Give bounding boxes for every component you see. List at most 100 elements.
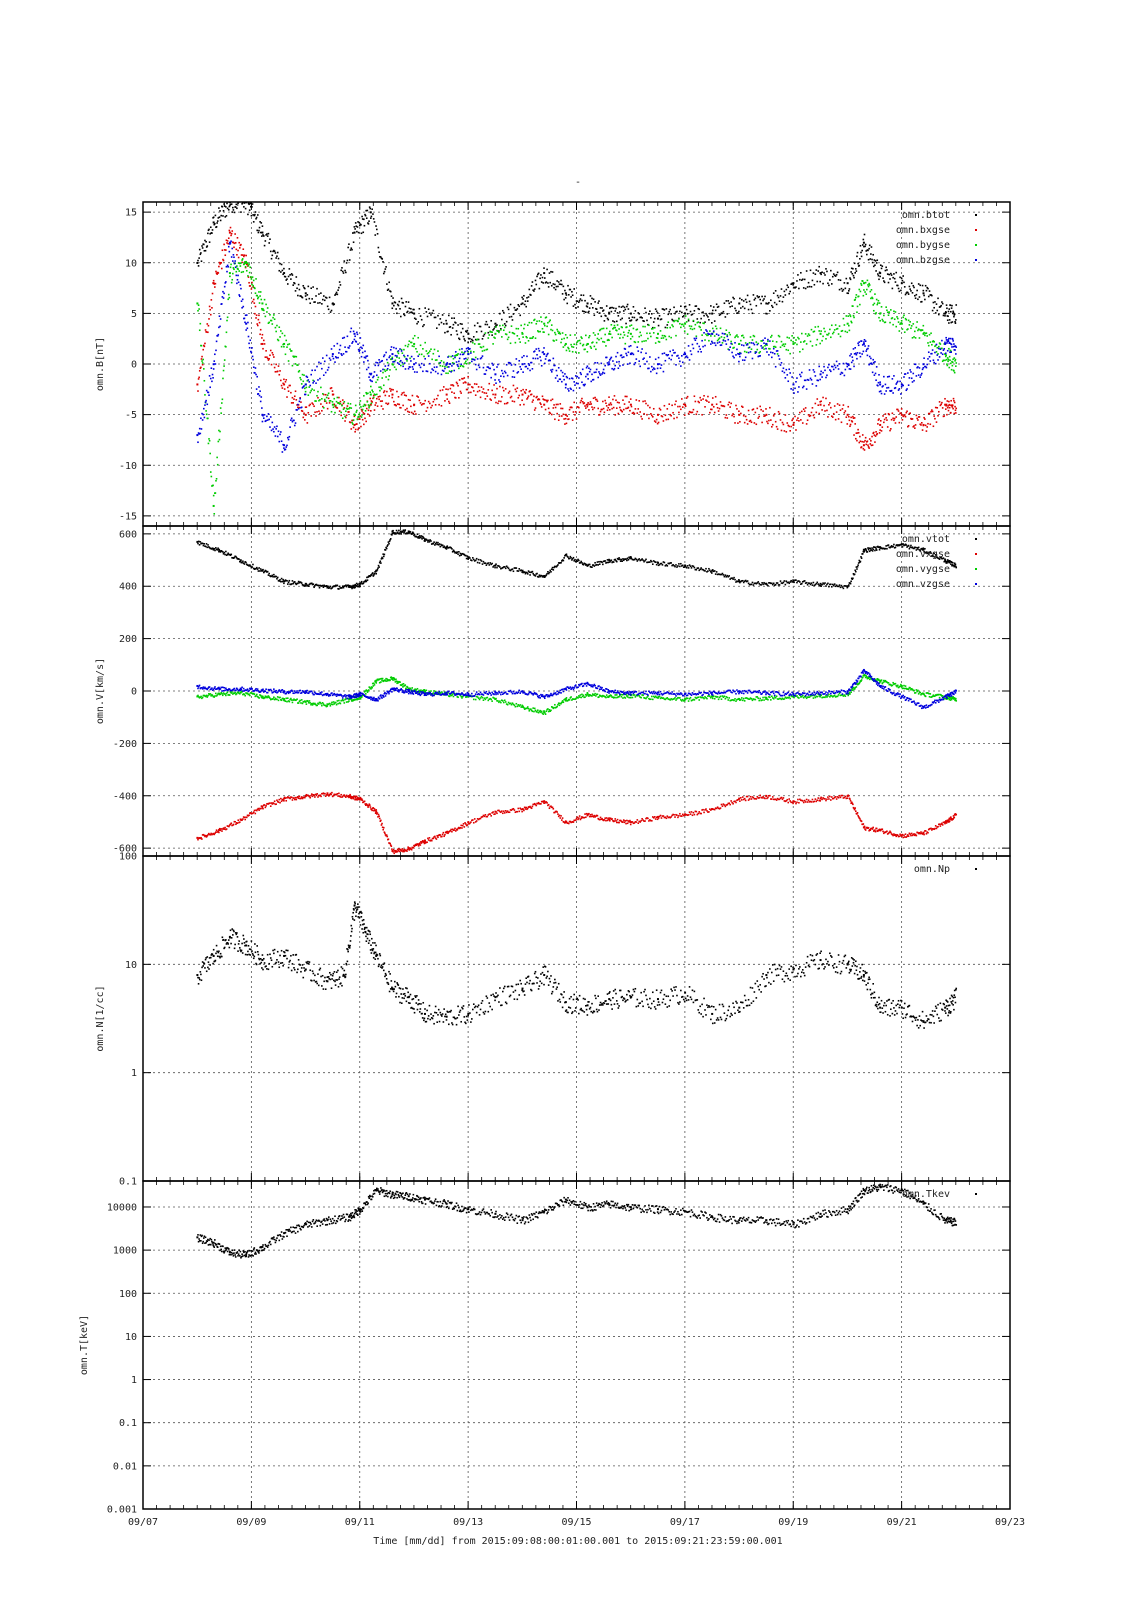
data-point <box>403 531 405 534</box>
data-point <box>290 583 293 585</box>
data-point <box>662 337 665 339</box>
data-point <box>763 342 765 344</box>
data-point <box>791 282 793 285</box>
data-point <box>232 260 234 262</box>
data-point <box>844 368 847 371</box>
data-point <box>786 422 789 424</box>
data-point <box>753 335 756 338</box>
data-point <box>472 336 475 338</box>
data-point <box>616 351 619 354</box>
data-point <box>574 375 577 377</box>
data-point <box>564 417 567 420</box>
data-point <box>882 277 884 279</box>
data-point <box>849 278 852 281</box>
data-point <box>667 353 670 356</box>
data-point <box>603 372 606 375</box>
data-point <box>934 345 936 348</box>
data-point <box>950 351 952 353</box>
data-point <box>835 273 838 276</box>
data-point <box>602 309 605 312</box>
data-point <box>550 570 552 573</box>
data-point <box>245 329 247 331</box>
data-point <box>465 357 467 360</box>
data-point <box>852 417 855 419</box>
data-point <box>501 396 503 398</box>
data-point <box>549 569 552 572</box>
data-point <box>378 251 380 253</box>
data-point <box>819 378 821 381</box>
data-point <box>941 407 944 409</box>
data-point <box>842 404 845 406</box>
data-point <box>770 351 772 354</box>
data-point <box>898 290 901 293</box>
data-point <box>392 361 394 363</box>
panels-group: -15-10-5051015omn.B[nT]omn.btotomn.bxgse… <box>79 201 1011 1516</box>
data-point <box>215 225 218 228</box>
data-point <box>397 350 400 352</box>
data-point <box>685 355 688 357</box>
data-point <box>638 312 641 315</box>
data-point <box>248 346 251 349</box>
data-point <box>521 399 523 402</box>
data-point <box>522 336 524 338</box>
data-point <box>271 254 274 257</box>
data-point <box>466 358 469 361</box>
data-point <box>905 411 908 414</box>
data-point <box>531 337 534 339</box>
data-point <box>426 406 429 409</box>
data-point <box>885 417 887 419</box>
data-point <box>560 369 562 372</box>
data-point <box>321 397 323 400</box>
data-point <box>412 368 414 370</box>
data-point <box>783 371 786 374</box>
data-point <box>360 406 362 408</box>
data-point <box>527 570 530 572</box>
data-point <box>216 222 218 224</box>
data-point <box>245 261 248 264</box>
data-point <box>596 337 599 340</box>
data-point <box>543 403 546 406</box>
data-point <box>227 242 229 245</box>
data-point <box>846 423 849 425</box>
data-point <box>519 341 522 343</box>
data-point <box>539 402 541 404</box>
data-point <box>670 358 672 361</box>
data-point <box>867 345 870 347</box>
data-point <box>254 372 256 374</box>
data-point <box>595 308 598 310</box>
legend-marker <box>975 214 977 216</box>
data-point <box>413 363 416 366</box>
data-point <box>473 324 476 327</box>
data-point <box>817 270 820 272</box>
data-point <box>396 403 399 405</box>
data-point <box>566 336 569 339</box>
data-point <box>576 375 579 378</box>
data-point <box>262 417 265 419</box>
data-point <box>487 389 490 391</box>
data-point <box>638 558 641 560</box>
data-point <box>693 309 696 312</box>
data-point <box>941 301 943 303</box>
data-point <box>456 382 459 385</box>
data-point <box>338 585 341 588</box>
series-omn.bxgse <box>196 226 958 451</box>
data-point <box>440 404 443 407</box>
data-point <box>447 330 449 333</box>
data-point <box>458 397 460 399</box>
data-point <box>348 585 351 588</box>
data-point <box>545 399 548 402</box>
data-point <box>488 367 491 370</box>
data-point <box>634 341 637 344</box>
data-point <box>534 279 537 282</box>
data-point <box>627 308 630 310</box>
data-point <box>878 418 880 420</box>
data-point <box>463 338 466 340</box>
data-point <box>864 345 866 347</box>
data-point <box>521 363 524 366</box>
data-point <box>703 394 705 397</box>
data-point <box>412 531 414 534</box>
data-point <box>204 394 206 396</box>
data-point <box>875 366 878 368</box>
data-point <box>198 308 200 310</box>
data-point <box>877 302 879 304</box>
